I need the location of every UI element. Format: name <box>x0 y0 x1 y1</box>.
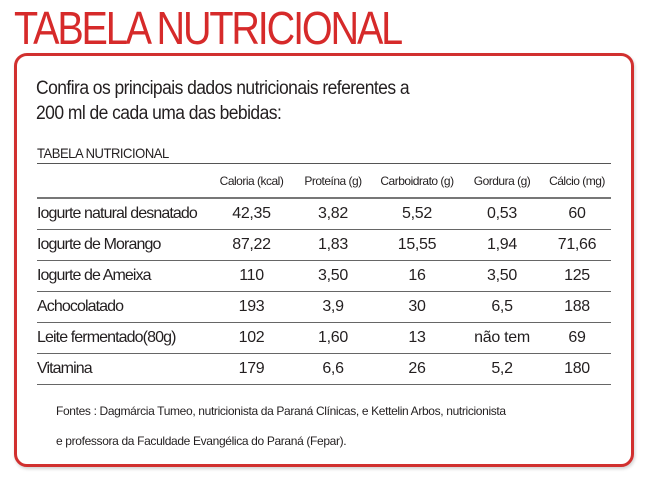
content-panel <box>14 53 634 467</box>
carbohydrate-value: 5,52 <box>373 198 461 230</box>
sources-line-1: Fontes : Dagmárcia Tumeo, nutricionista … <box>56 404 506 418</box>
beverage-name: Leite fermentado(80g) <box>37 322 210 354</box>
carbohydrate-value: 30 <box>373 291 461 323</box>
table-row: Iogurte de Morango 87,22 1,83 15,55 1,94… <box>37 229 611 261</box>
calcium-value: 125 <box>543 260 611 292</box>
beverage-name: Achocolatado <box>37 291 210 323</box>
fat-value: 5,2 <box>461 353 543 385</box>
table-row: Achocolatado 193 3,9 30 6,5 188 <box>37 291 611 323</box>
beverage-name: Vitamina <box>37 353 210 385</box>
carbohydrate-value: 13 <box>373 322 461 354</box>
beverage-name: Iogurte de Ameixa <box>37 260 210 292</box>
calories-value: 193 <box>210 291 293 323</box>
carbohydrate-value: 15,55 <box>373 229 461 261</box>
calories-value: 42,35 <box>210 198 293 230</box>
calcium-value: 180 <box>543 353 611 385</box>
protein-value: 3,50 <box>293 260 373 292</box>
carbohydrate-value: 16 <box>373 260 461 292</box>
protein-value: 3,9 <box>293 291 373 323</box>
intro-line-1: Confira os principais dados nutricionais… <box>36 78 410 99</box>
protein-value: 1,83 <box>293 229 373 261</box>
page-title: TABELA NUTRICIONAL <box>14 2 403 54</box>
calcium-value: 188 <box>543 291 611 323</box>
nutrition-table-container: Caloria (kcal) Proteína (g) Carboidrato … <box>37 163 611 385</box>
intro-text: Confira os principais dados nutricionais… <box>36 76 410 126</box>
calories-value: 179 <box>210 353 293 385</box>
carbohydrate-value: 26 <box>373 353 461 385</box>
protein-value: 6,6 <box>293 353 373 385</box>
beverage-name: Iogurte natural desnatado <box>37 198 210 230</box>
column-header-beverage <box>37 163 210 199</box>
calcium-value: 71,66 <box>543 229 611 261</box>
column-header-fat: Gordura (g) <box>461 163 543 199</box>
calories-value: 102 <box>210 322 293 354</box>
table-row: Iogurte natural desnatado 42,35 3,82 5,5… <box>37 198 611 230</box>
calcium-value: 60 <box>543 198 611 230</box>
table-caption: TABELA NUTRICIONAL <box>37 145 169 161</box>
calories-value: 110 <box>210 260 293 292</box>
table-row: Leite fermentado(80g) 102 1,60 13 não te… <box>37 322 611 354</box>
table-header-row: Caloria (kcal) Proteína (g) Carboidrato … <box>37 163 611 199</box>
column-header-calcium: Cálcio (mg) <box>543 163 611 199</box>
column-header-calories: Caloria (kcal) <box>210 163 293 199</box>
fat-value: 1,94 <box>461 229 543 261</box>
intro-line-2: 200 ml de cada uma das bebidas: <box>36 103 282 124</box>
table-row: Vitamina 179 6,6 26 5,2 180 <box>37 353 611 385</box>
table-row: Iogurte de Ameixa 110 3,50 16 3,50 125 <box>37 260 611 292</box>
fat-value: 0,53 <box>461 198 543 230</box>
protein-value: 3,82 <box>293 198 373 230</box>
fat-value: 3,50 <box>461 260 543 292</box>
sources-line-2: e professora da Faculdade Evangélica do … <box>56 434 347 448</box>
fat-value: não tem <box>461 322 543 354</box>
calcium-value: 69 <box>543 322 611 354</box>
column-header-carbohydrate: Carboidrato (g) <box>373 163 461 199</box>
protein-value: 1,60 <box>293 322 373 354</box>
calories-value: 87,22 <box>210 229 293 261</box>
sources-note: Fontes : Dagmárcia Tumeo, nutricionista … <box>56 396 506 456</box>
beverage-name: Iogurte de Morango <box>37 229 210 261</box>
column-header-protein: Proteína (g) <box>293 163 373 199</box>
nutrition-table: Caloria (kcal) Proteína (g) Carboidrato … <box>37 163 611 385</box>
fat-value: 6,5 <box>461 291 543 323</box>
